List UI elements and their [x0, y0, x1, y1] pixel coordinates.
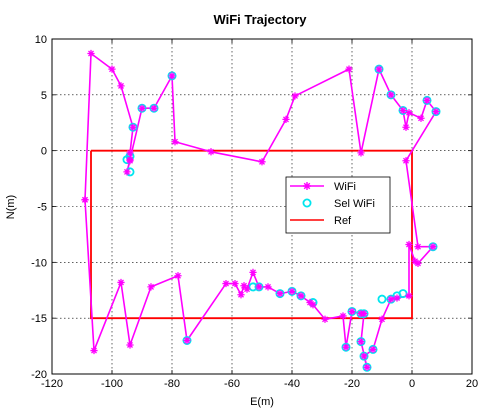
wifi-point [432, 107, 440, 116]
y-tick-label: -5 [37, 202, 47, 214]
wifi-point [255, 283, 263, 291]
wifi-point [282, 115, 290, 123]
wifi-point [126, 149, 134, 157]
wifi-point [108, 65, 116, 73]
wifi-point [174, 272, 182, 280]
wifi-point [237, 291, 245, 299]
y-tick-label: 10 [35, 34, 47, 46]
wifi-point [348, 307, 356, 316]
wifi-point [249, 268, 257, 276]
legend-ref-label: Ref [334, 215, 352, 227]
x-tick-label: 0 [409, 378, 415, 390]
x-tick-label: -60 [224, 378, 240, 390]
wifi-point [369, 345, 377, 354]
wifi-point [258, 158, 266, 166]
wifi-point [357, 338, 365, 346]
wifi-point [378, 315, 386, 323]
selwifi-point [377, 294, 387, 304]
ref-line [90, 149, 413, 320]
wifi-point [402, 123, 410, 131]
wifi-point [117, 82, 125, 90]
wifi-point [168, 72, 176, 80]
y-tick-label: 0 [41, 146, 47, 158]
wifi-point [90, 346, 98, 355]
wifi-point [240, 282, 248, 290]
y-tick-label: -15 [31, 313, 47, 325]
wifi-point [399, 106, 407, 115]
wifi-point [402, 157, 410, 165]
wifi-point [357, 310, 365, 318]
x-tick-label: -20 [344, 378, 360, 390]
wifi-point [405, 109, 413, 117]
wifi-point [339, 312, 347, 320]
wifi-point [405, 240, 413, 249]
y-tick-label: 5 [41, 90, 47, 102]
wifi-point [321, 315, 329, 323]
wifi-point [345, 65, 353, 73]
wifi-point [414, 243, 422, 251]
wifi-point [231, 279, 239, 288]
wifi-point [288, 287, 296, 295]
wifi-point [126, 341, 134, 349]
wifi-point [138, 104, 146, 112]
wifi-point [360, 352, 368, 360]
legend: WiFi Sel WiFi Ref [285, 176, 391, 234]
wifi-point [387, 91, 395, 99]
legend-selwifi-label: Sel WiFi [334, 198, 375, 210]
x-axis-label: E(m) [250, 396, 274, 408]
legend-selwifi-marker [302, 198, 312, 208]
x-tick-label: 20 [466, 378, 478, 390]
y-tick-label: -20 [31, 369, 47, 381]
wifi-point [87, 49, 95, 58]
wifi-point [183, 336, 191, 345]
x-tick-label: -40 [284, 378, 300, 390]
wifi-point [393, 294, 401, 302]
axis-ticks: -120 -100 -80 -60 -40 -20 0 20 -20 -15 -10 -5 0 5 10 [31, 34, 478, 390]
wifi-point [129, 123, 137, 131]
wifi-point [150, 104, 158, 112]
x-tick-label: -100 [101, 378, 123, 390]
series-layer [81, 49, 441, 372]
wifi-point [81, 196, 89, 204]
wifi-point [405, 292, 413, 300]
wifi-point [222, 279, 230, 288]
wifi-point [342, 343, 350, 351]
legend-wifi-label: WiFi [334, 181, 356, 193]
legend-wifi-marker [303, 182, 311, 190]
wifi-point [309, 301, 317, 309]
wifi-point [243, 285, 251, 293]
wifi-point [423, 96, 431, 105]
wifi-point [417, 114, 425, 122]
wifi-point [429, 243, 437, 251]
wifi-point [147, 283, 155, 291]
y-tick-label: -10 [31, 257, 47, 269]
wifi-point [126, 156, 134, 164]
wifi-point [117, 278, 125, 287]
wifi-point [357, 149, 365, 157]
wifi-point [306, 298, 314, 307]
x-tick-label: -80 [164, 378, 180, 390]
wifi-point [411, 257, 419, 265]
wifi-point [276, 290, 284, 298]
wifi-point [363, 363, 371, 371]
wifi-point [414, 259, 422, 268]
chart-title: WiFi Trajectory [213, 12, 307, 27]
wifi-point [264, 283, 272, 291]
wifi-point [123, 168, 131, 176]
wifi-point [207, 148, 215, 156]
wifi-point [375, 65, 383, 73]
wifi-point [291, 92, 299, 100]
wifi-point [297, 292, 305, 300]
wifi-point [171, 138, 179, 146]
y-axis-label: N(m) [5, 195, 17, 219]
wifi-point [387, 295, 395, 303]
x-tick-label: -120 [41, 378, 63, 390]
